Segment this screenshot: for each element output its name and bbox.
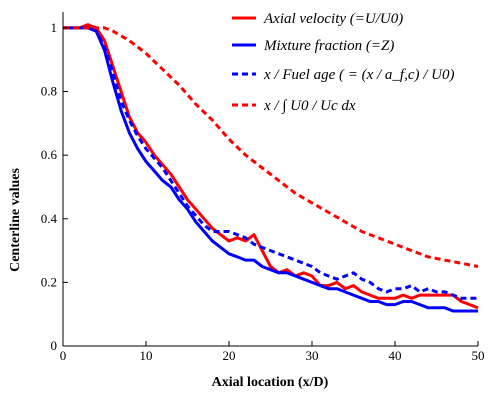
- y-tick-label: 0.4: [41, 211, 58, 226]
- series-line-4: [63, 26, 479, 268]
- series-layer: [63, 23, 479, 313]
- y-tick-label: 0.6: [41, 147, 58, 162]
- axes: 0 10 20 30 40 50 0 0.2 0.4 0.6 0.8 1: [41, 12, 485, 363]
- y-tick-label: 1: [51, 20, 58, 35]
- x-axis-label: Axial location (x/D): [212, 375, 329, 390]
- legend-label-1: Axial velocity (=U/U0): [263, 11, 403, 27]
- legend-label-4: x / ∫ U0 / Uc dx: [263, 98, 356, 114]
- x-tick-label: 30: [306, 348, 319, 363]
- x-tick-label: 40: [389, 348, 402, 363]
- series-line-2: [63, 26, 478, 313]
- y-axis-label: Centerline values: [8, 168, 23, 272]
- x-tick-label: 50: [472, 348, 485, 363]
- y-tick-label: 0: [51, 338, 58, 353]
- series-line-3: [63, 26, 478, 300]
- legend: Axial velocity (=U/U0) Mixture fraction (…: [232, 11, 454, 114]
- y-tick-label: 0.8: [41, 84, 57, 99]
- x-tick-label: 10: [140, 348, 153, 363]
- legend-label-3: x / Fuel age ( = (x / a_f,c) / U0): [263, 67, 454, 83]
- y-tick-label: 0.2: [41, 274, 57, 289]
- x-tick-label: 20: [223, 348, 236, 363]
- x-tick-label: 0: [60, 348, 67, 363]
- legend-label-2: Mixture fraction (=Z): [263, 38, 394, 54]
